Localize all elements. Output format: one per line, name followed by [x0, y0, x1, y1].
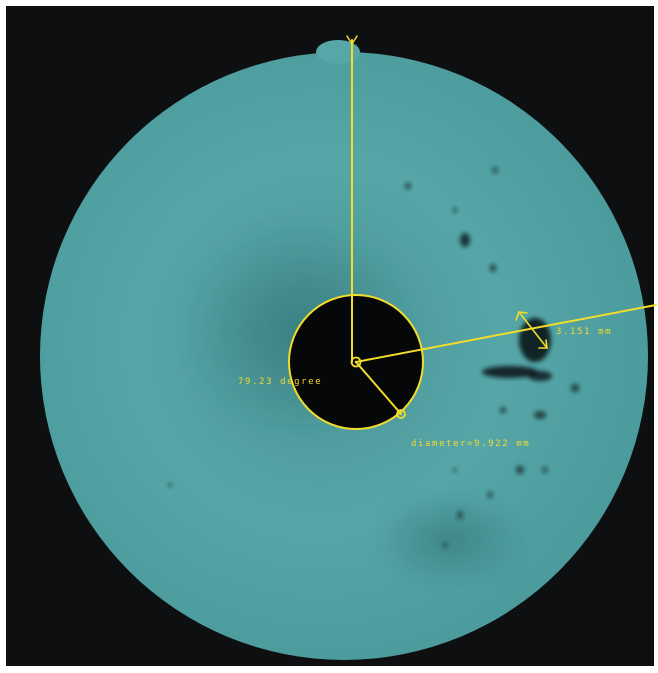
center-marker [350, 356, 362, 368]
defect-spot [490, 264, 496, 272]
defect-spot [571, 384, 579, 392]
defect-spot [487, 492, 493, 498]
defect-spot [534, 411, 546, 419]
defect-spot [443, 542, 447, 548]
defect-spot [500, 407, 506, 413]
annotation-labels: 79.23 degree diameter=9.922 mm 3.151 mm [238, 327, 612, 449]
density-shadow [370, 490, 530, 590]
diameter-label: diameter=9.922 mm [411, 439, 530, 449]
defect-spot [542, 467, 548, 473]
defect-spot [453, 207, 457, 213]
defect-void [528, 371, 552, 381]
defect-spot [457, 511, 463, 519]
defect-spot [405, 183, 411, 189]
bore-outline [288, 294, 424, 430]
measurement-overlay [288, 35, 657, 430]
defect-spot [453, 468, 457, 472]
defect-spot [168, 483, 172, 487]
defect-spot [492, 167, 498, 173]
angle-label: 79.23 degree [238, 377, 322, 387]
defect-spot [460, 233, 470, 247]
radius-end-marker [396, 409, 406, 419]
radius-line [355, 361, 402, 415]
defect-size-label: 3.151 mm [556, 327, 612, 337]
defect-spots [168, 167, 579, 548]
specimen-notch [316, 40, 360, 64]
defect-size-arrow [518, 311, 548, 349]
defect-void [482, 366, 538, 378]
defect-spot [516, 466, 524, 474]
defect-direction-line [355, 304, 657, 363]
